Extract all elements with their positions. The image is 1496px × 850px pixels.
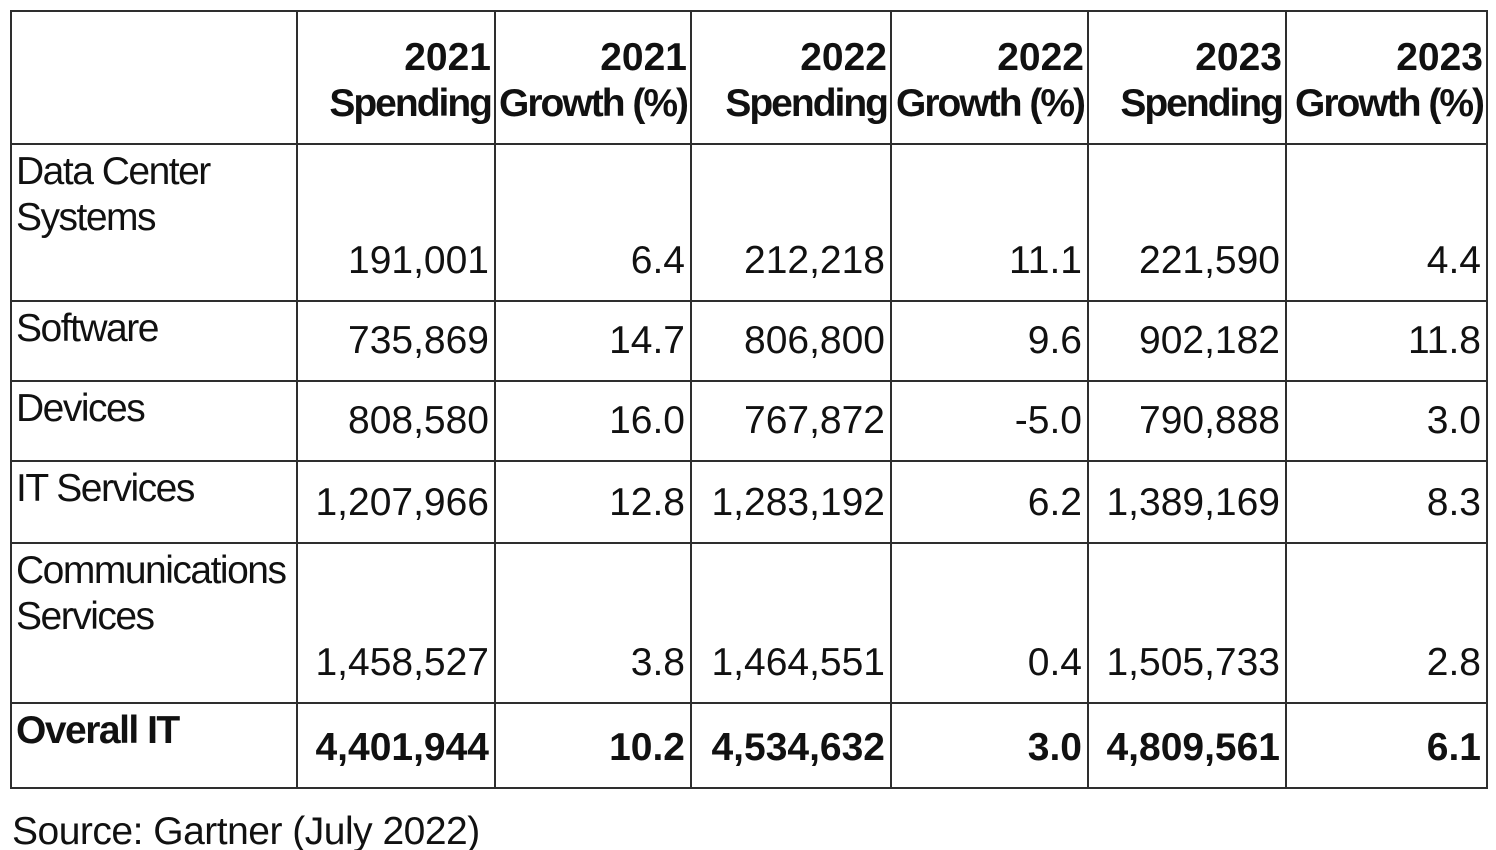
table-row-communications-services: Communications Services 1,458,527 3.8 1,… xyxy=(10,542,1488,704)
table-row-software: Software 735,869 14.7 806,800 9.6 902,18… xyxy=(10,300,1488,382)
col-header-2022-growth: 2022 Growth (%) xyxy=(890,10,1089,145)
table-row-data-center-systems: Data Center Systems 191,001 6.4 212,218 … xyxy=(10,143,1488,302)
col-header-2022-spending: 2022 Spending xyxy=(690,10,892,145)
col-header-metric: Growth (%) xyxy=(896,82,1086,125)
cell-2021-spending: 1,207,966 xyxy=(296,460,496,544)
cell-2022-growth: 6.2 xyxy=(890,460,1089,544)
cell-2021-growth: 16.0 xyxy=(494,380,692,462)
col-header-metric: Growth (%) xyxy=(1295,82,1485,125)
cell-2022-growth: 11.1 xyxy=(890,143,1089,302)
cell-2023-growth: 4.4 xyxy=(1285,143,1488,302)
col-header-2023-growth: 2023 Growth (%) xyxy=(1285,10,1488,145)
cell-2021-spending: 808,580 xyxy=(296,380,496,462)
cell-2021-spending: 1,458,527 xyxy=(296,542,496,704)
col-header-year: 2022 xyxy=(800,36,887,79)
col-header-2021-spending: 2021 Spending xyxy=(296,10,496,145)
col-header-metric: Spending xyxy=(725,82,889,125)
header-row: 2021 Spending 2021 Growth (%) 2022 Spend… xyxy=(10,10,1488,145)
col-header-2021-growth: 2021 Growth (%) xyxy=(494,10,692,145)
row-label: Devices xyxy=(10,380,298,462)
cell-2021-growth: 12.8 xyxy=(494,460,692,544)
col-header-year: 2021 xyxy=(404,36,491,79)
cell-2022-spending: 4,534,632 xyxy=(690,702,892,789)
row-label: Communications Services xyxy=(10,542,298,704)
cell-2023-spending: 1,505,733 xyxy=(1087,542,1287,704)
cell-2021-growth: 14.7 xyxy=(494,300,692,382)
cell-2021-growth: 10.2 xyxy=(494,702,692,789)
cell-2023-growth: 6.1 xyxy=(1285,702,1488,789)
col-header-year: 2022 xyxy=(997,36,1084,79)
cell-2021-spending: 735,869 xyxy=(296,300,496,382)
row-label: IT Services xyxy=(10,460,298,544)
cell-2021-growth: 3.8 xyxy=(494,542,692,704)
cell-2023-spending: 790,888 xyxy=(1087,380,1287,462)
col-header-2023-spending: 2023 Spending xyxy=(1087,10,1287,145)
cell-2023-growth: 3.0 xyxy=(1285,380,1488,462)
row-label: Data Center Systems xyxy=(10,143,298,302)
col-header-metric: Growth (%) xyxy=(499,82,689,125)
cell-2022-spending: 212,218 xyxy=(690,143,892,302)
cell-2022-growth: -5.0 xyxy=(890,380,1089,462)
table-row-devices: Devices 808,580 16.0 767,872 -5.0 790,88… xyxy=(10,380,1488,462)
cell-2021-spending: 4,401,944 xyxy=(296,702,496,789)
col-header-year: 2023 xyxy=(1195,36,1282,79)
row-label: Overall IT xyxy=(10,702,298,789)
cell-2023-growth: 2.8 xyxy=(1285,542,1488,704)
col-header-year: 2023 xyxy=(1396,36,1483,79)
cell-2022-growth: 0.4 xyxy=(890,542,1089,704)
table-row-it-services: IT Services 1,207,966 12.8 1,283,192 6.2… xyxy=(10,460,1488,544)
cell-2023-growth: 11.8 xyxy=(1285,300,1488,382)
cell-2022-spending: 767,872 xyxy=(690,380,892,462)
col-header-year: 2021 xyxy=(600,36,687,79)
it-spending-table: 2021 Spending 2021 Growth (%) 2022 Spend… xyxy=(10,10,1488,789)
source-note: Source: Gartner (July 2022) xyxy=(12,810,480,850)
cell-2023-spending: 1,389,169 xyxy=(1087,460,1287,544)
corner-cell xyxy=(10,10,298,145)
cell-2023-spending: 221,590 xyxy=(1087,143,1287,302)
cell-2022-spending: 1,464,551 xyxy=(690,542,892,704)
col-header-metric: Spending xyxy=(1120,82,1284,125)
table-row-overall-it: Overall IT 4,401,944 10.2 4,534,632 3.0 … xyxy=(10,702,1488,789)
cell-2023-spending: 4,809,561 xyxy=(1087,702,1287,789)
cell-2022-spending: 806,800 xyxy=(690,300,892,382)
cell-2022-growth: 3.0 xyxy=(890,702,1089,789)
cell-2022-growth: 9.6 xyxy=(890,300,1089,382)
col-header-metric: Spending xyxy=(329,82,493,125)
cell-2023-spending: 902,182 xyxy=(1087,300,1287,382)
cell-2023-growth: 8.3 xyxy=(1285,460,1488,544)
row-label: Software xyxy=(10,300,298,382)
cell-2022-spending: 1,283,192 xyxy=(690,460,892,544)
cell-2021-growth: 6.4 xyxy=(494,143,692,302)
cell-2021-spending: 191,001 xyxy=(296,143,496,302)
